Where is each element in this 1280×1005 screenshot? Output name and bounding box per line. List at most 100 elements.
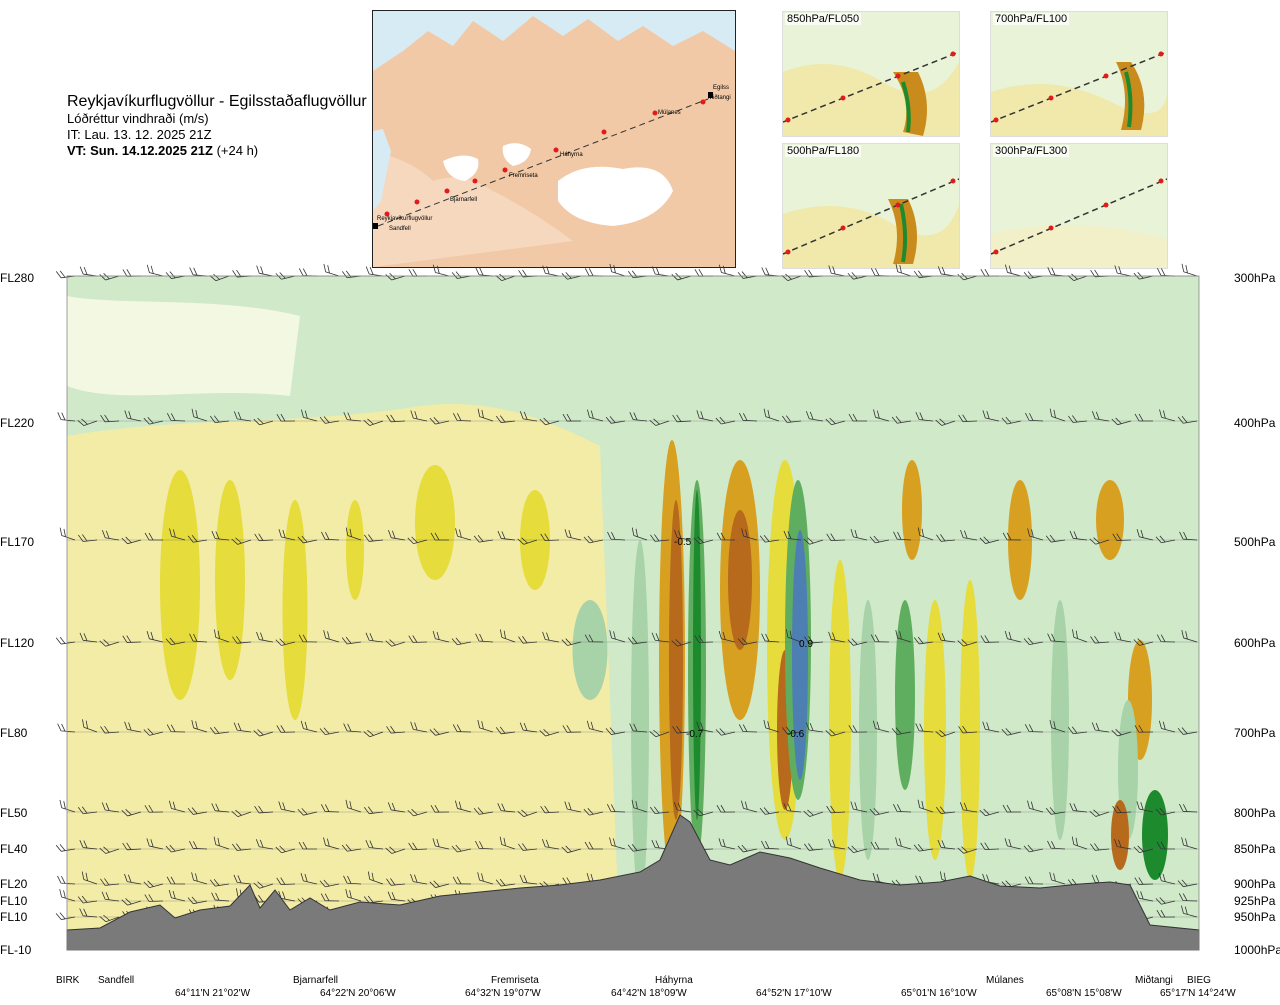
thumb-500hpa-label: 500hPa/FL180 [785, 145, 862, 157]
wind-barb [1072, 629, 1088, 643]
wind-barb [1091, 411, 1110, 422]
wind-barb [674, 529, 692, 541]
wind-barb [55, 844, 76, 852]
wind-barb [57, 875, 76, 885]
wind-barb [323, 837, 340, 850]
wind-barb [77, 895, 98, 904]
wind-barb [253, 417, 274, 426]
wind-barb [363, 418, 384, 426]
wind-barb [275, 845, 296, 854]
wind-barb [826, 805, 846, 814]
wind-barb [629, 723, 648, 733]
wind-barb [584, 841, 604, 850]
wind-barb [79, 840, 98, 850]
wind-barb [430, 532, 450, 541]
wind-barb [828, 265, 846, 277]
wind-barb [451, 271, 472, 279]
wind-barb [79, 266, 98, 277]
wind-barb [77, 418, 98, 426]
wind-barb [233, 411, 252, 422]
wind-barb [499, 836, 516, 850]
field-band-7 [631, 540, 649, 900]
wind-barb [1002, 532, 1022, 541]
route-line [377, 98, 709, 227]
wind-barb [1114, 631, 1132, 643]
wind-barb [452, 724, 472, 733]
wind-barb [255, 839, 274, 850]
wind-barb [517, 537, 538, 545]
wind-barb [1155, 897, 1176, 905]
field-band-29 [1142, 790, 1168, 880]
wind-barb [1002, 804, 1022, 813]
wind-barb [77, 806, 98, 815]
field-band-4 [415, 465, 455, 580]
wind-barb [870, 634, 890, 643]
wind-barb [1177, 879, 1198, 888]
wind-barb [1023, 637, 1044, 646]
wind-barb [913, 844, 934, 852]
wind-barb [980, 268, 1000, 277]
wind-barb [1069, 803, 1088, 813]
wind-barb [429, 416, 450, 425]
left-tick-label: FL170 [0, 535, 35, 549]
wind-barb [848, 725, 868, 733]
wind-barb [872, 720, 890, 733]
wind-barb [761, 840, 780, 850]
wind-barb [915, 411, 934, 422]
wind-barb [1091, 722, 1110, 733]
station-label: Fremriseta [491, 975, 539, 986]
wind-barb [253, 881, 274, 889]
wind-barb [410, 873, 428, 885]
wind-barb [1001, 416, 1022, 425]
wind-barb [256, 265, 274, 277]
field-band-17 [792, 530, 808, 780]
wind-barb [78, 534, 98, 542]
wind-barb [101, 891, 120, 902]
wind-barb [1027, 800, 1044, 813]
valid-time-offset: (+24 h) [212, 143, 259, 158]
wind-barb [407, 808, 428, 817]
wind-barb [99, 846, 120, 854]
wind-barb [848, 413, 868, 422]
field-band-22 [924, 600, 946, 860]
wind-barb [649, 418, 670, 426]
wind-barb [388, 529, 406, 541]
wind-barb [718, 264, 736, 277]
wind-barb [850, 529, 868, 541]
wind-barb [343, 412, 362, 422]
field-band-21 [902, 460, 922, 560]
wind-barb [254, 805, 274, 814]
wind-barb [1025, 412, 1044, 422]
wind-barb [1024, 724, 1044, 733]
wind-barb [783, 530, 802, 541]
wind-barb [895, 837, 912, 850]
wind-barb [825, 417, 846, 426]
wind-barb [913, 636, 934, 645]
wind-barb [1181, 629, 1198, 643]
wind-barb [895, 263, 912, 277]
wind-barb [629, 412, 648, 422]
wind-barb [1155, 535, 1176, 544]
wind-barb [979, 808, 1000, 817]
wind-barb [363, 806, 384, 815]
wind-barb [300, 873, 318, 885]
wind-barb [1049, 408, 1066, 422]
wind-barb [891, 727, 912, 735]
wind-barb [649, 806, 670, 815]
wind-barb [253, 729, 274, 737]
wind-barb [1136, 890, 1154, 902]
wind-barb [541, 839, 560, 850]
wind-barb [231, 809, 252, 818]
wind-barb [475, 633, 494, 643]
wind-barb [1071, 836, 1088, 850]
wind-barb [189, 840, 208, 850]
coordinate-label: 64°32'N 19°07'W [465, 988, 541, 999]
wind-barb [958, 414, 978, 423]
wind-barb [276, 877, 296, 886]
wind-barb [741, 528, 758, 541]
wind-barb [562, 725, 582, 733]
wind-barb [59, 799, 76, 813]
left-tick-label: FL-10 [0, 943, 32, 957]
wind-barb [847, 845, 868, 854]
wind-barb [825, 728, 846, 737]
